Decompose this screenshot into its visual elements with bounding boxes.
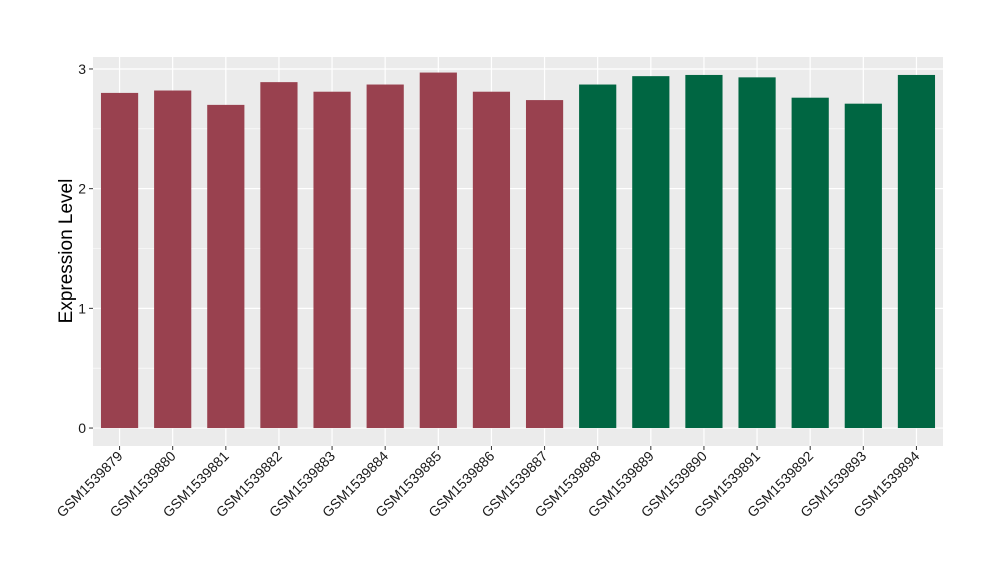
bar-GSM1539883 bbox=[313, 91, 351, 429]
bar-GSM1539885 bbox=[419, 72, 457, 429]
bar-GSM1539887 bbox=[525, 100, 564, 429]
x-axis: GSM1539879GSM1539880GSM1539881GSM1539882… bbox=[53, 446, 923, 520]
bar-GSM1539882 bbox=[260, 82, 298, 429]
y-tick-label: 2 bbox=[78, 181, 86, 197]
bar-GSM1539888 bbox=[579, 84, 617, 429]
bar-GSM1539891 bbox=[738, 77, 776, 429]
bar-GSM1539880 bbox=[154, 90, 192, 429]
bar-GSM1539879 bbox=[100, 92, 139, 429]
bar-GSM1539894 bbox=[897, 74, 936, 429]
bar-GSM1539892 bbox=[791, 97, 829, 429]
bar-GSM1539881 bbox=[207, 104, 245, 429]
y-tick-label: 0 bbox=[78, 420, 86, 436]
bar-GSM1539890 bbox=[685, 74, 723, 429]
bar-GSM1539889 bbox=[632, 76, 670, 429]
bar-GSM1539884 bbox=[366, 84, 404, 429]
bar-GSM1539886 bbox=[472, 91, 511, 429]
bar-GSM1539893 bbox=[844, 103, 882, 429]
y-tick-label: 3 bbox=[78, 61, 86, 77]
y-tick-label: 1 bbox=[78, 300, 86, 316]
bars bbox=[100, 72, 936, 429]
y-axis-title: Expression Level bbox=[56, 179, 77, 324]
y-axis: 0 1 2 3 bbox=[78, 61, 93, 436]
